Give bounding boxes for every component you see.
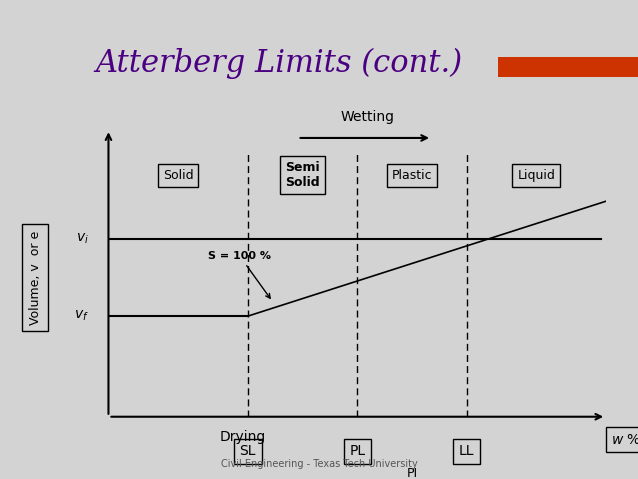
Text: $w$ %: $w$ %	[611, 433, 638, 447]
Text: S = 100 %: S = 100 %	[208, 251, 271, 298]
Text: Solid: Solid	[163, 169, 193, 182]
Text: SL: SL	[239, 444, 256, 458]
Text: $v_i$: $v_i$	[76, 231, 89, 246]
Text: Atterberg Limits (cont.): Atterberg Limits (cont.)	[96, 48, 463, 79]
Text: Volume, v  or e: Volume, v or e	[29, 231, 41, 325]
Text: Liquid: Liquid	[517, 169, 555, 182]
Text: Drying: Drying	[219, 430, 265, 444]
Text: Semi
Solid: Semi Solid	[285, 161, 320, 189]
Text: PI: PI	[406, 467, 418, 479]
Text: Wetting: Wetting	[340, 110, 394, 124]
Text: PL: PL	[349, 444, 366, 458]
Text: Plastic: Plastic	[392, 169, 433, 182]
Text: $v_f$: $v_f$	[73, 309, 89, 323]
Text: LL: LL	[459, 444, 475, 458]
Text: Civil Engineering - Texas Tech University: Civil Engineering - Texas Tech Universit…	[221, 459, 417, 469]
